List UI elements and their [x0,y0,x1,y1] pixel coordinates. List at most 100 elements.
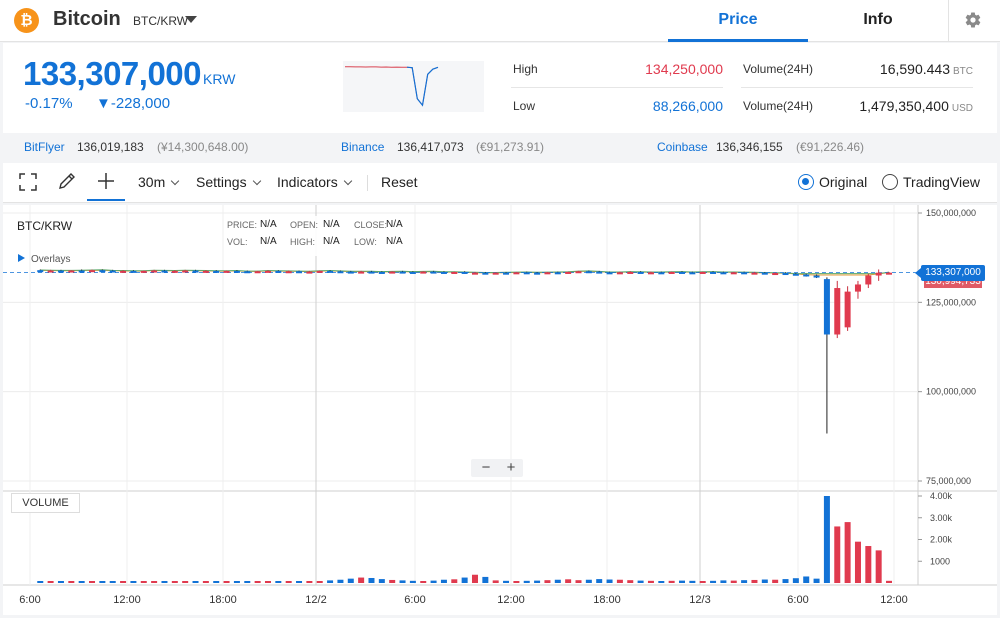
tab-info[interactable]: Info [863,11,893,28]
volume-panel-label: VOLUME [11,493,80,513]
fullscreen-icon [19,173,37,191]
volume-bar [720,580,727,583]
candle-body [264,270,271,273]
zoom-in-button[interactable]: + [506,459,516,476]
candle-body [482,272,489,275]
volume-bar [637,580,644,583]
candle-body [275,270,282,273]
candle-body [886,272,893,275]
volume-bar [399,580,406,583]
volume-bar [616,579,623,583]
legend-close-value: N/A [386,219,403,230]
volume-bar [264,581,271,583]
crosshair-button[interactable] [87,163,125,201]
volume-bar [151,581,158,583]
settings-gear-button[interactable] [948,0,1000,42]
fullscreen-button[interactable] [19,163,41,201]
volume-bar [306,581,313,583]
volume-bar [647,580,654,583]
ohlc-legend: PRICE: N/A OPEN: N/A CLOSE: N/A VOL: N/A… [227,216,412,256]
legend-open-label: OPEN: [290,220,319,230]
candle-body [761,272,768,275]
volume-bar [585,579,592,583]
exchange-price: 136,346,155 [716,140,783,154]
price-chart[interactable]: 150,000,000 125,000,000 100,000,000 75,000,… [3,205,997,615]
volume-bar [554,579,561,583]
candle-body [534,272,541,275]
candle-body [368,271,375,274]
volume-bar [223,581,230,583]
candle-body [834,288,841,335]
candle-body [161,270,168,273]
candle-body [296,271,303,274]
volume-bar [813,578,820,583]
volume-bar [492,580,499,583]
overlays-toggle[interactable]: Overlays [18,254,70,265]
volume-bar [440,579,447,583]
indicators-dropdown[interactable]: Indicators [277,163,352,201]
volume-bar [544,580,551,583]
volume-bar [327,580,334,583]
legend-price-label: PRICE: [227,220,258,230]
volume-bar [461,577,468,583]
radio-tradingview[interactable]: TradingView [882,163,980,201]
time-tick-label: 18:00 [593,594,621,606]
exchange-name-coinbase[interactable]: Coinbase [657,140,708,154]
current-price: 133,307,000 [23,55,202,92]
candle-body [316,270,323,273]
volume-bar [233,581,240,583]
high-label: High [513,62,538,76]
candle-body [616,272,623,275]
volume-24h-label: Volume(24H) [743,62,814,76]
exchange-price-local: (¥14,300,648.00) [157,140,249,154]
candle-body [202,270,209,273]
volume-bar [130,581,137,583]
reset-button[interactable]: Reset [381,174,418,190]
volume-bar [451,579,458,583]
candle-body [637,271,644,274]
pencil-icon [59,173,75,189]
volume-bar [865,546,872,583]
volume-bar [823,496,830,583]
exchange-price-local: (€91,273.91) [476,140,545,154]
volume-bar [854,541,861,583]
volume-bar [844,522,851,583]
low-label: Low [513,99,536,113]
interval-dropdown[interactable]: 30m [138,163,180,201]
candle-body [151,270,158,273]
candle-body [854,284,861,292]
candle-body [327,270,334,273]
candle-body [627,271,634,274]
volume-bar [772,579,779,583]
coin-name: Bitcoin [53,8,121,30]
volume-bar [296,581,303,583]
candle-body [171,270,178,273]
price-tick-label: 125,000,000 [926,297,976,307]
volume-bar [254,581,261,583]
tab-price[interactable]: Price [668,0,808,42]
candle-body [803,274,810,277]
volume-bar [244,581,251,583]
radio-original[interactable]: Original [798,163,867,201]
volume-bar [875,550,882,583]
candle-body [37,270,44,273]
volume-bar [606,579,613,583]
price-tick-label: 75,000,000 [926,476,971,486]
settings-dropdown[interactable]: Settings [196,163,261,201]
candle-body [699,271,706,274]
chevron-down-icon [170,176,180,186]
price-unit: KRW [203,71,236,87]
volume-bar [565,579,572,583]
stat-divider [741,87,973,88]
candle-body [813,275,820,278]
volume-bar [534,580,541,583]
draw-tool-button[interactable] [57,163,79,201]
time-tick-label: 6:00 [404,594,425,606]
candle-body [668,271,675,274]
coin-dropdown-icon[interactable] [185,16,197,23]
time-tick-label: 12:00 [497,594,525,606]
exchange-name-binance[interactable]: Binance [341,140,385,154]
zoom-out-button[interactable]: − [481,459,491,476]
exchange-name-bitflyer[interactable]: BitFlyer [24,140,65,154]
candle-body [337,271,344,274]
